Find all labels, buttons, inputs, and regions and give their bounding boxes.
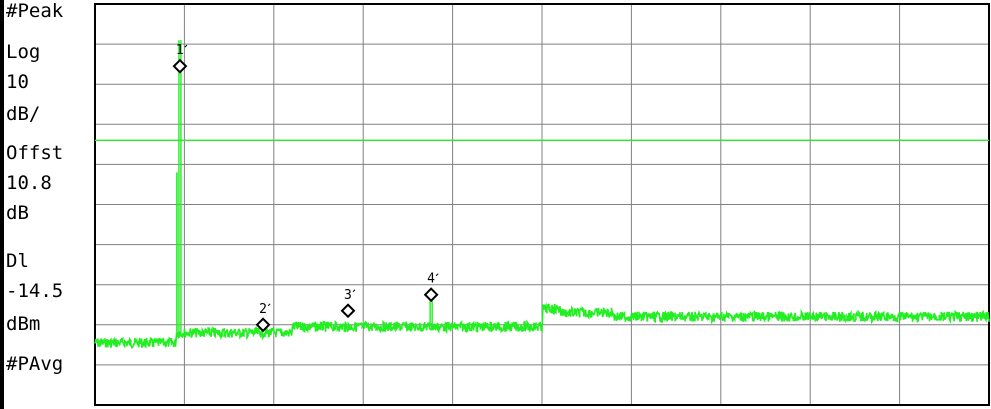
marker-label: 2 — [259, 302, 267, 317]
left-edge-bar — [0, 0, 4, 409]
marker-diamond — [172, 58, 188, 74]
display-line-unit: dBm — [6, 313, 41, 335]
marker-diamond — [423, 287, 439, 303]
marker-diamond — [340, 303, 356, 319]
noise-trace — [94, 302, 990, 349]
display-line-value: -14.5 — [6, 280, 64, 302]
graticule-border — [94, 3, 990, 406]
averaging-label: #PAvg — [6, 353, 64, 375]
offset-unit: dB — [6, 202, 29, 224]
marker-tick — [267, 303, 271, 307]
marker-tick — [184, 44, 188, 48]
marker-layer: 1 2 3 4 — [172, 43, 439, 333]
graticule — [94, 3, 990, 406]
marker-label: 1 — [176, 43, 184, 58]
marker-tick — [435, 273, 439, 277]
offset-label: Offst — [6, 142, 64, 164]
spectrum-plot[interactable]: 1 2 3 4 — [92, 0, 991, 409]
spectrum-svg: 1 2 3 4 — [94, 3, 990, 406]
annotation-panel: #Peak Log 10 dB/ Offst 10.8 dB Dl -14.5 … — [6, 0, 92, 409]
scale-type-label: Log — [6, 41, 41, 63]
trace-layer — [94, 40, 990, 349]
offset-value: 10.8 — [6, 172, 52, 194]
detector-label: #Peak — [6, 0, 64, 22]
marker-label: 3 — [344, 288, 352, 303]
scale-value-label: 10 — [6, 71, 29, 93]
marker-diamond — [255, 317, 271, 333]
marker-tick — [352, 289, 356, 293]
marker-label: 4 — [427, 272, 435, 287]
display-line-label: Dl — [6, 250, 29, 272]
scale-unit-label: dB/ — [6, 103, 41, 125]
